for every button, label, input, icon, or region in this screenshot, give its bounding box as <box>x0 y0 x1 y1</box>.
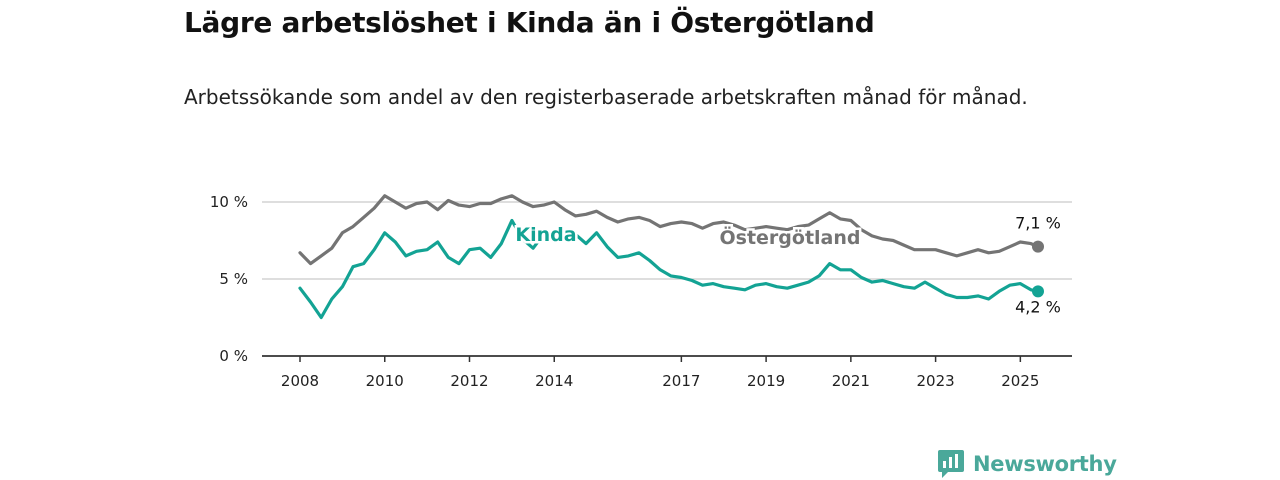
series-line-ostergotland <box>298 194 1040 266</box>
brand-name: Newsworthy <box>973 452 1117 476</box>
chart-title: Lägre arbetslöshet i Kinda än i Östergöt… <box>184 6 875 39</box>
x-tick-label: 2019 <box>747 372 785 390</box>
series-line-kinda <box>298 218 1040 320</box>
end-point-kinda <box>1032 285 1044 298</box>
x-tick-label: 2017 <box>662 372 700 390</box>
x-tick-label: 2008 <box>281 372 319 390</box>
series-label-kinda: Kinda <box>515 224 576 246</box>
series-label-ostergotland: Östergötland <box>720 225 861 249</box>
x-tick-label: 2014 <box>535 372 573 390</box>
brand-logo: Newsworthy <box>937 449 1117 479</box>
y-tick-label: 0 % <box>219 347 248 365</box>
line-chart: 0 % 5 % 10 % 2008 2010 2012 2014 2017 2019 2021 20… <box>210 193 1072 390</box>
end-value-label-ostergotland: 7,1 % <box>1015 214 1061 233</box>
x-tick-label: 2023 <box>917 372 955 390</box>
y-tick-label: 10 % <box>210 193 248 211</box>
x-tick-label: 2012 <box>450 372 488 390</box>
chart-subtitle: Arbetssökande som andel av den registerb… <box>184 85 1028 109</box>
x-tick-label: 2010 <box>366 372 404 390</box>
end-point-ostergotland <box>1032 240 1044 253</box>
y-tick-label: 5 % <box>219 270 248 288</box>
x-tick-label: 2021 <box>832 372 870 390</box>
newsworthy-logo-icon <box>938 450 964 478</box>
x-tick-label: 2025 <box>1001 372 1039 390</box>
end-value-label-kinda: 4,2 % <box>1015 297 1061 316</box>
